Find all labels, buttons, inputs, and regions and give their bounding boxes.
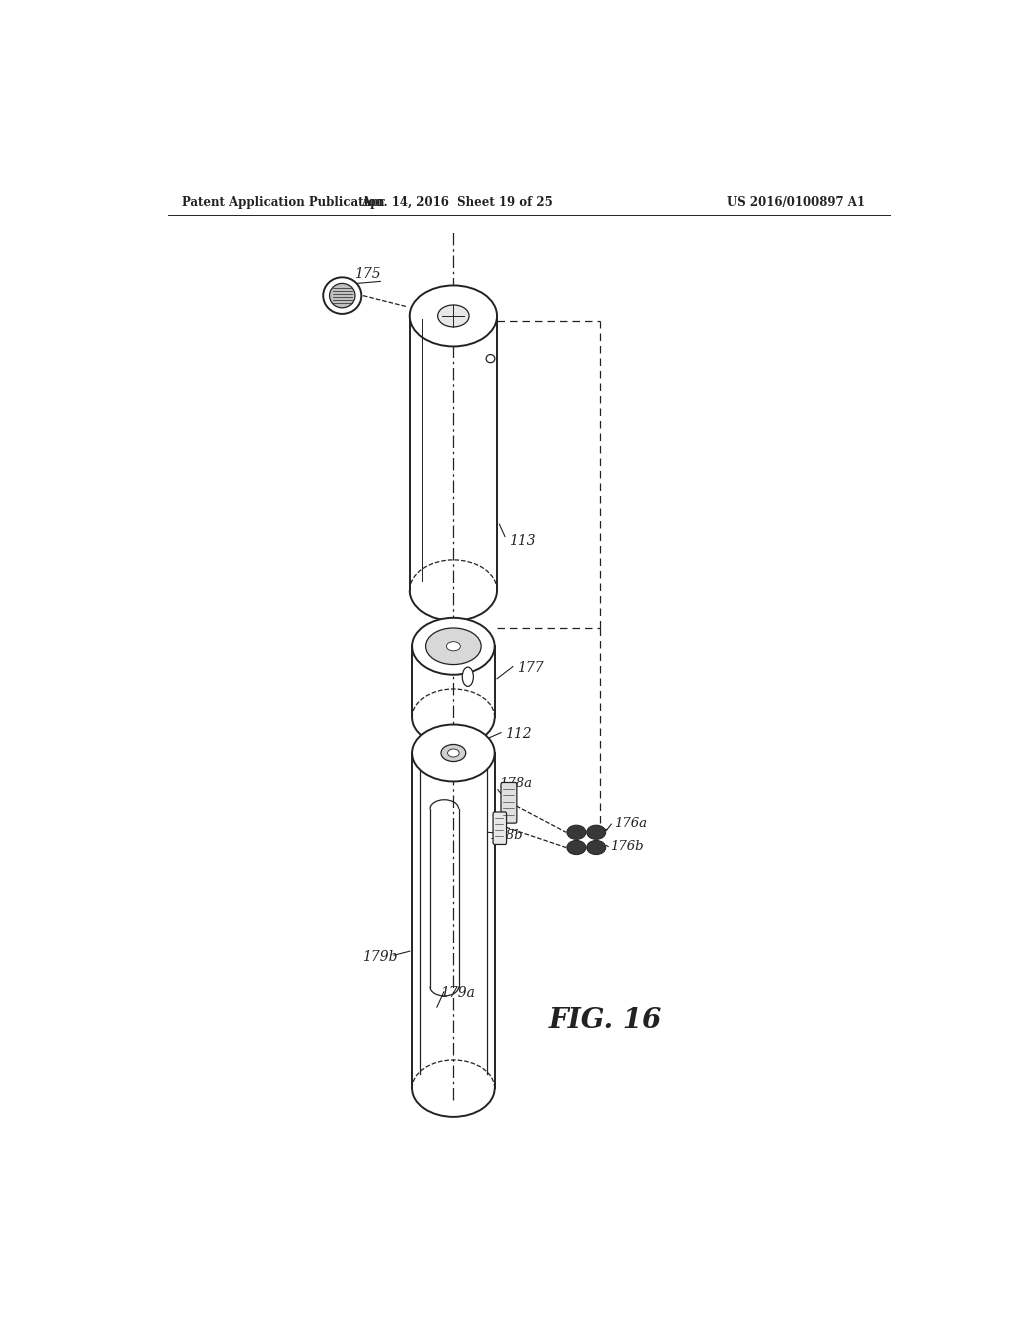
Ellipse shape [587, 841, 606, 854]
Text: 113: 113 [509, 533, 536, 548]
Ellipse shape [441, 744, 466, 762]
Text: FIG. 16: FIG. 16 [549, 1007, 662, 1034]
Text: Patent Application Publication: Patent Application Publication [182, 195, 384, 209]
FancyBboxPatch shape [501, 783, 517, 824]
Text: 179a: 179a [440, 986, 475, 1001]
Ellipse shape [462, 667, 473, 686]
Text: 176b: 176b [610, 840, 644, 853]
Ellipse shape [447, 748, 459, 756]
Ellipse shape [412, 618, 495, 675]
Ellipse shape [412, 725, 495, 781]
Text: 178b: 178b [489, 829, 522, 842]
Ellipse shape [410, 285, 497, 346]
Ellipse shape [437, 305, 469, 327]
Ellipse shape [330, 284, 355, 308]
Text: 177: 177 [517, 661, 544, 675]
FancyBboxPatch shape [494, 812, 507, 845]
Ellipse shape [567, 825, 586, 840]
Text: 112: 112 [505, 727, 531, 741]
Ellipse shape [567, 841, 586, 854]
Ellipse shape [486, 355, 495, 363]
Text: Apr. 14, 2016  Sheet 19 of 25: Apr. 14, 2016 Sheet 19 of 25 [361, 195, 553, 209]
Ellipse shape [324, 277, 361, 314]
Text: 179b: 179b [362, 950, 397, 965]
Text: US 2016/0100897 A1: US 2016/0100897 A1 [727, 195, 865, 209]
Text: 175: 175 [354, 268, 381, 281]
Ellipse shape [446, 642, 461, 651]
Text: 178a: 178a [500, 776, 532, 789]
Ellipse shape [587, 825, 606, 840]
Text: 176a: 176a [613, 817, 647, 830]
Ellipse shape [426, 628, 481, 664]
